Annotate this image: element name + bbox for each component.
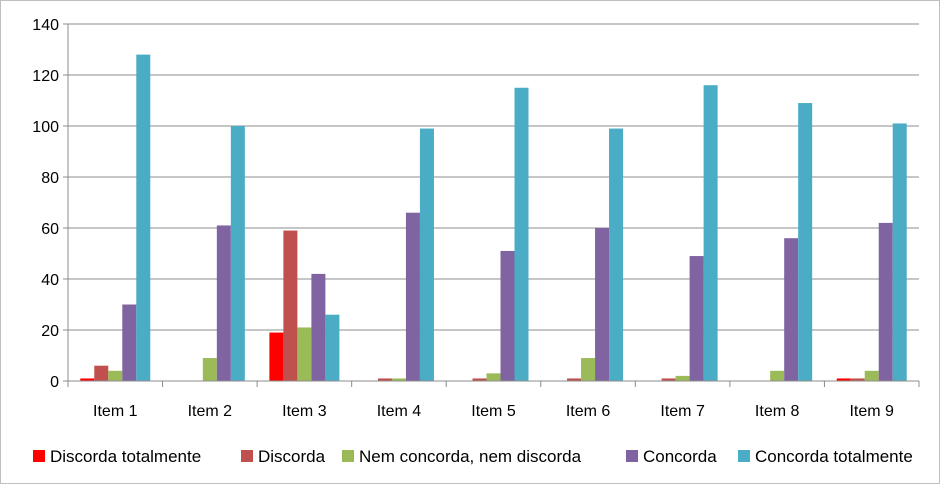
bar [514,87,529,381]
x-tick-label: Item 1 [93,403,138,420]
bar [297,327,312,381]
y-tick-label: 80 [41,170,59,187]
y-tick-label: 120 [32,68,59,85]
legend-swatch [342,450,354,462]
bar [269,332,284,381]
legend-label: Discorda [258,447,326,466]
bar [486,373,501,381]
bar [80,378,95,381]
y-tick-label: 100 [32,119,59,136]
axes: 0 20 40 60 80 100 120 140 Item 1 Item 2 Item 3 Item… [32,17,920,420]
bar [391,378,406,381]
x-tick-label: Item 4 [377,403,422,420]
bar [864,370,879,381]
bar [850,378,865,381]
bar [311,273,326,381]
bar [675,375,690,381]
bar [472,378,487,381]
bar [122,304,137,381]
bar [784,238,799,381]
x-tick-label: Item 9 [849,403,894,420]
legend-swatch [738,450,750,462]
legend: Discorda totalmente Discorda Nem concorda,… [33,447,913,466]
bar [703,85,718,381]
x-tick-label: Item 2 [188,403,233,420]
bar [202,358,217,381]
bar [230,126,245,381]
bar [770,370,785,381]
legend-label: Concorda totalmente [755,447,913,466]
bar [878,222,893,381]
gridlines [68,23,919,331]
legend-label: Concorda [643,447,717,466]
x-tick-label: Item 7 [660,403,705,420]
bar [500,250,515,381]
legend-label: Discorda totalmente [50,447,201,466]
bar [609,128,624,381]
bar [216,225,231,381]
bar [661,378,676,381]
bar [892,123,907,381]
bar [836,378,851,381]
y-tick-label: 40 [41,272,59,289]
bar [689,256,704,381]
y-tick-label: 20 [41,323,59,340]
y-tick-label: 140 [32,17,59,34]
bar [283,230,298,381]
bar [567,378,582,381]
y-tick-label: 60 [41,221,59,238]
bar [325,314,340,381]
x-tick-label: Item 5 [471,403,516,420]
bar [405,212,420,381]
bar [377,378,392,381]
bar [798,103,813,382]
bar [595,228,610,381]
legend-swatch [241,450,253,462]
x-tick-label: Item 8 [755,403,800,420]
bar [108,370,123,381]
legend-label: Nem concorda, nem discorda [359,447,582,466]
x-tick-label: Item 6 [566,403,611,420]
x-tick-label: Item 3 [282,403,327,420]
bar [136,54,151,381]
bar [419,128,434,381]
legend-swatch [626,450,638,462]
bars [80,54,907,382]
bar [581,358,596,381]
legend-swatch [33,450,45,462]
bar [94,365,109,381]
y-tick-label: 0 [50,374,59,391]
